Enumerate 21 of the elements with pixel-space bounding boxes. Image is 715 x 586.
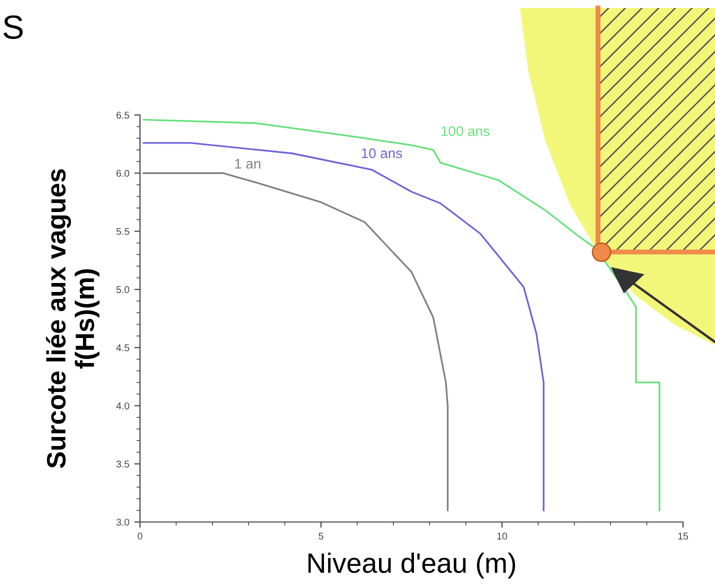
y-tick-label: 5.5 <box>116 228 130 235</box>
series-label: 10 ans <box>362 148 402 158</box>
line-series <box>142 142 544 512</box>
y-tick-label: 6.5 <box>116 112 130 119</box>
y-tick-label: 3.0 <box>116 518 130 526</box>
y-axis-title: Surcote liée aux vagues f(Hs)(m) <box>46 169 100 468</box>
series-label: 1 an <box>235 158 260 169</box>
chart-title: S <box>4 15 23 39</box>
y-tick-label: 3.5 <box>116 460 130 468</box>
line-series <box>142 118 660 512</box>
x-tick-label: 10 <box>497 532 508 540</box>
y-tick-label: 4.0 <box>116 402 130 410</box>
series-label: 100 ans <box>442 126 490 136</box>
y-tick-label: 4.5 <box>116 344 130 352</box>
line-series <box>142 172 449 512</box>
x-tick-label: 15 <box>678 532 688 540</box>
y-tick-label: 5.0 <box>116 286 130 294</box>
x-tick-label: 5 <box>318 532 324 540</box>
x-tick-label: 0 <box>138 532 142 540</box>
x-axis-title: Niveau d'eau (m) <box>308 552 516 578</box>
y-tick-label: 6.0 <box>116 170 130 177</box>
